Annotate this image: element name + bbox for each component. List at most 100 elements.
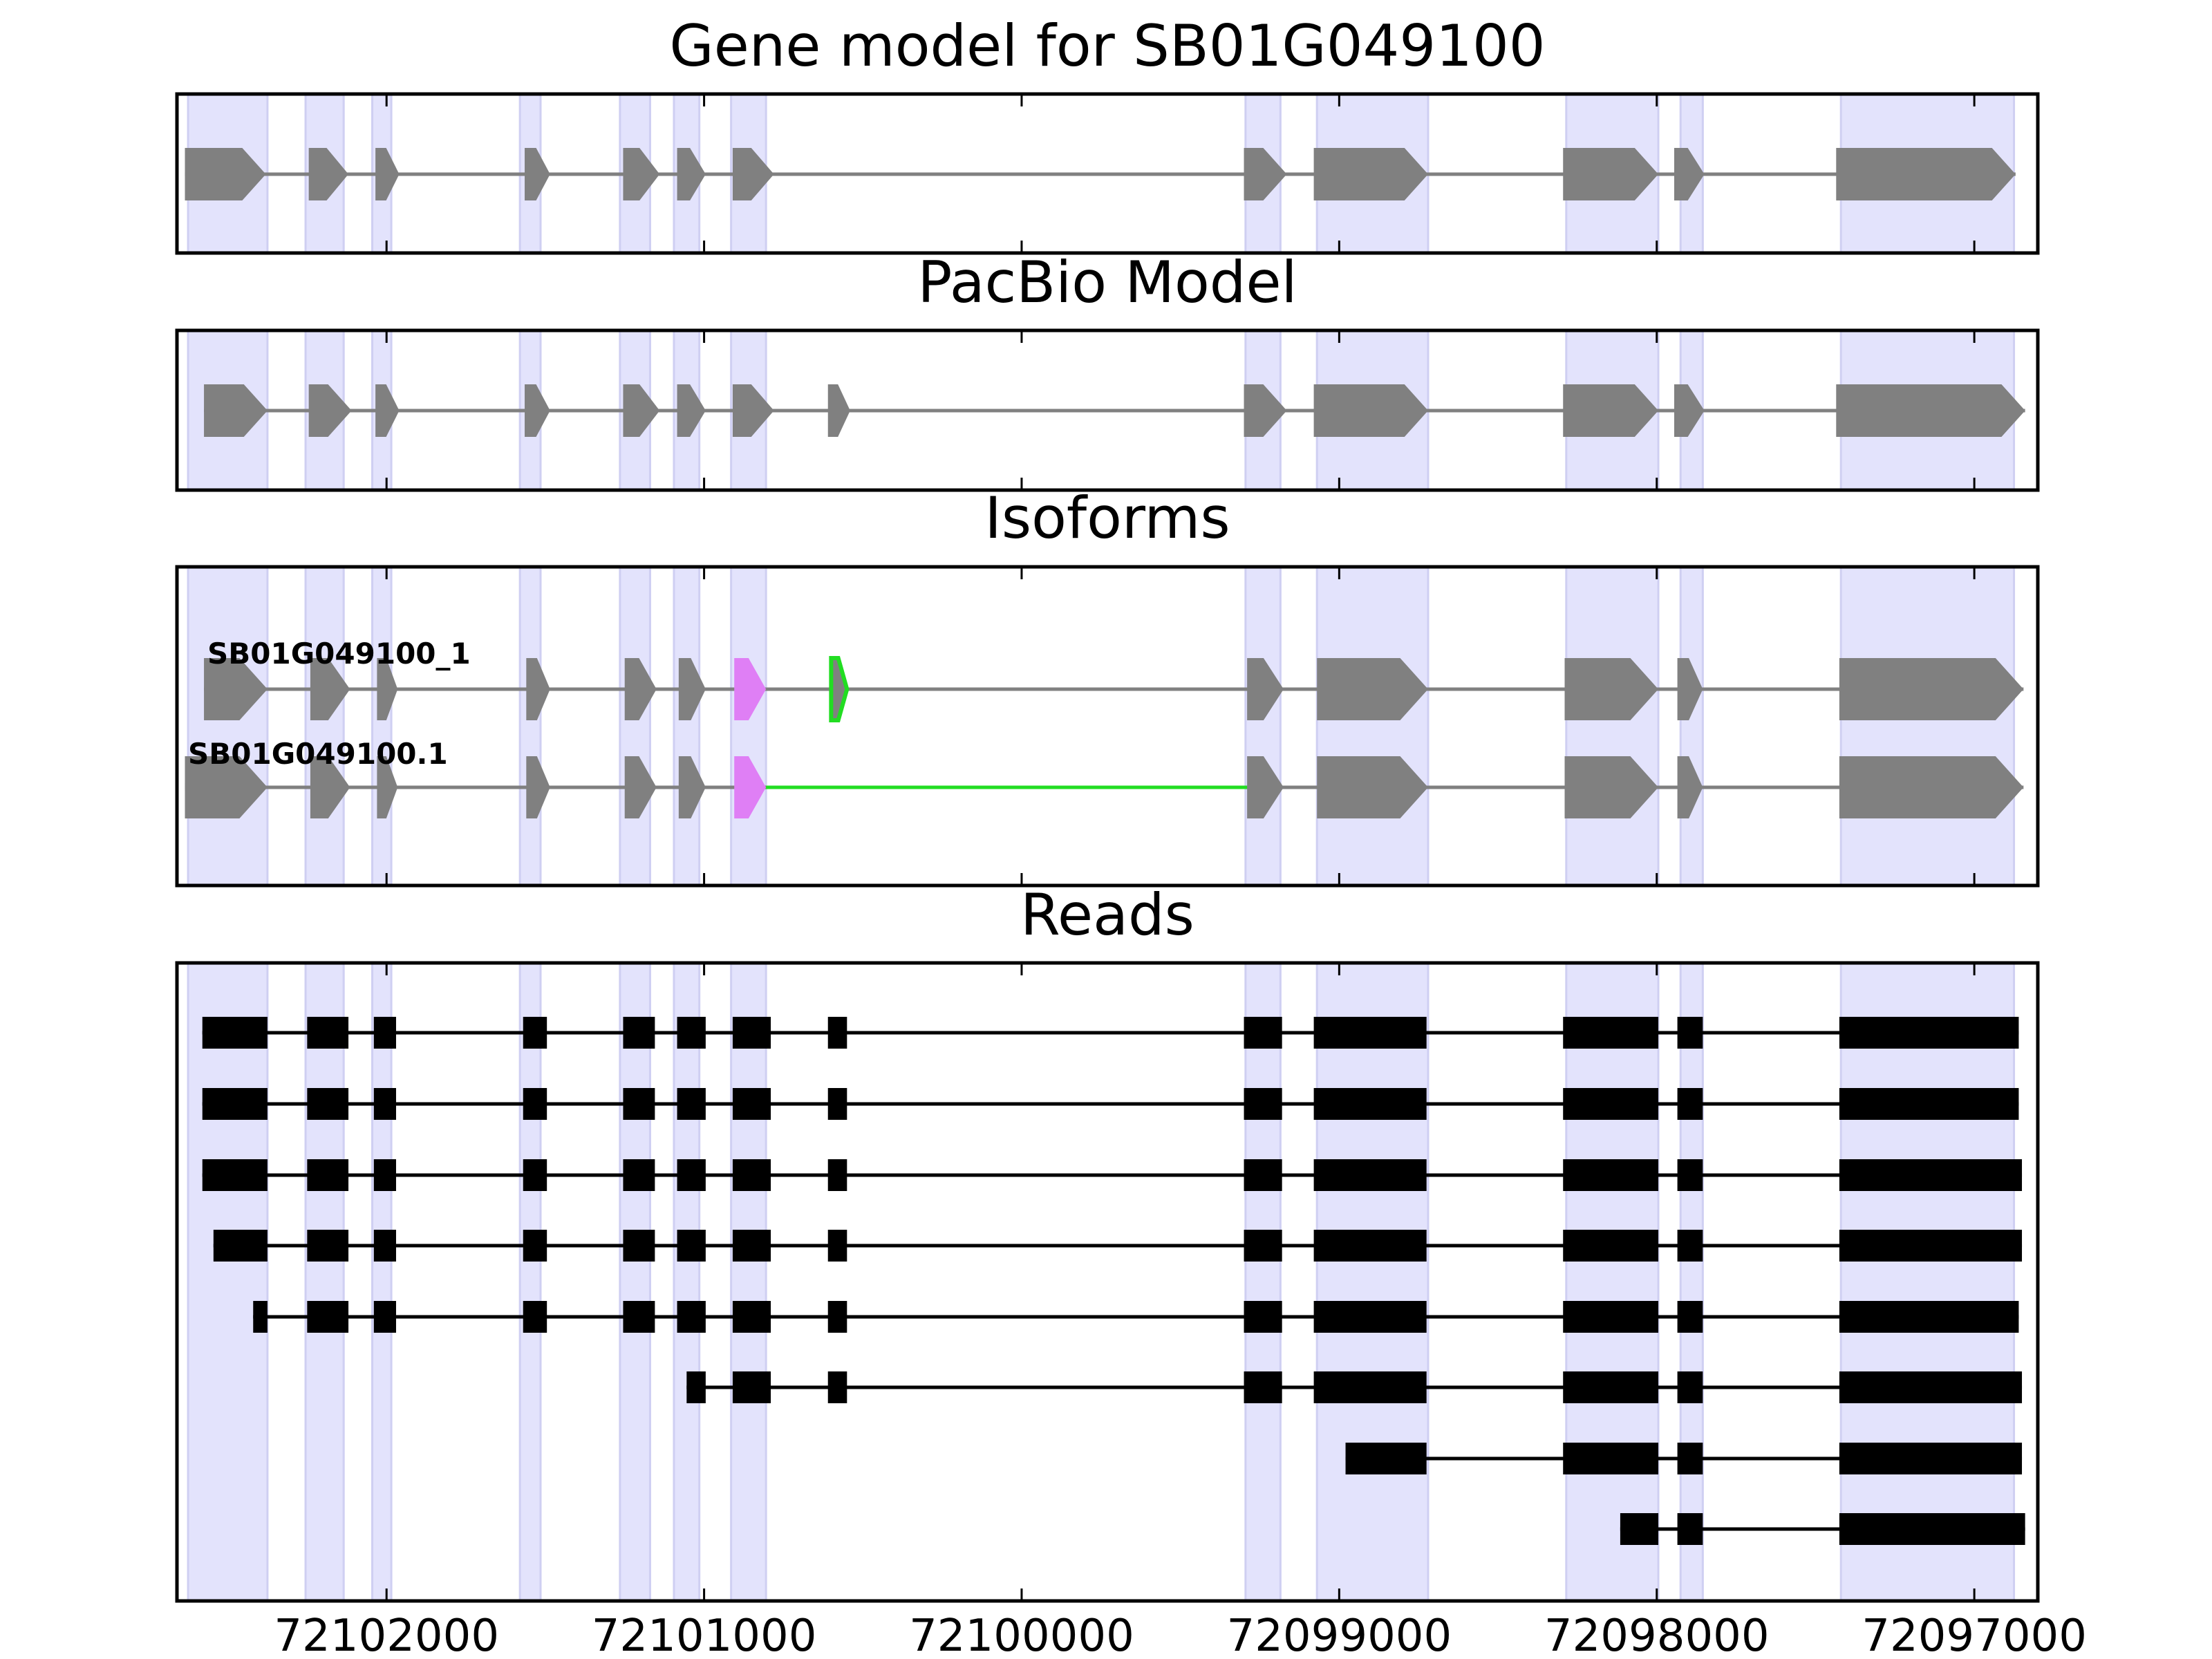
track-5 [253,1301,2019,1333]
read-exon [732,1017,771,1049]
x-tick-label: 72097000 [1862,1611,2087,1659]
track-1 [202,1017,2019,1049]
alt-exon [734,756,767,818]
exon [623,148,660,200]
highlight-band [1315,565,1430,887]
exon [308,148,349,200]
read-exon [1313,1230,1427,1262]
read-exon [307,1088,349,1120]
read-exon [1677,1301,1703,1333]
read-exon [677,1230,706,1262]
track-2: SB01G049100.1 [185,737,2024,818]
read-exon [1244,1017,1282,1049]
read-exon [523,1088,547,1120]
track-2 [202,1088,2019,1120]
highlight-band [1565,962,1660,1602]
exon [1563,148,1659,200]
exon [677,384,706,437]
highlight-band [518,565,542,887]
track-3 [202,1159,2023,1191]
panel-frame [175,961,2040,1603]
read-exon [1563,1088,1659,1120]
read-exon [1620,1513,1659,1545]
isoform-label: SB01G049100.1 [188,737,448,771]
read-exon [307,1159,349,1191]
read-exon [623,1088,655,1120]
exon [185,148,266,200]
read-exon [1313,1301,1427,1333]
exon [1247,658,1284,720]
exon [310,658,350,720]
read-exon [677,1301,706,1333]
exon [526,756,550,818]
read-exon [677,1159,706,1191]
read-exon [1563,1159,1659,1191]
panel-frame [175,328,2040,492]
read-exon [732,1301,771,1333]
read-exon [523,1017,547,1049]
exon [526,658,550,720]
read-exon [202,1088,268,1120]
read-exon [827,1230,847,1262]
track-1 [204,384,2025,437]
highlight-band [1565,565,1660,887]
read-exon [677,1017,706,1049]
exon [185,756,268,818]
exon [1677,756,1703,818]
read-exon [623,1301,655,1333]
read-exon [1677,1230,1703,1262]
highlight-band [1244,565,1282,887]
highlight-band [673,962,701,1602]
read-exon [373,1088,396,1120]
read-exon [1313,1159,1427,1191]
highlight-band [1679,565,1704,887]
exon [1677,658,1703,720]
exon [204,384,268,437]
exon [1674,384,1705,437]
highlight-band [1679,962,1704,1602]
panel-title: Reads [1020,881,1194,948]
exon [1839,756,2024,818]
x-tick-label: 72100000 [909,1611,1134,1659]
exon [1836,384,2025,437]
read-exon [1839,1301,2019,1333]
panel-4: Reads [175,881,2040,1603]
read-exon [732,1159,771,1191]
read-exon [1244,1230,1282,1262]
highlight-bands [187,962,2016,1602]
read-exon [1563,1371,1659,1403]
track-7 [1345,1443,2023,1474]
exon [308,384,352,437]
highlight-band [304,565,345,887]
panel-frame [175,92,2040,255]
x-tick-label: 72102000 [274,1611,499,1659]
highlight-band [673,565,701,887]
read-exon [523,1301,547,1333]
read-exon [307,1230,349,1262]
exon [1564,756,1659,818]
highlight-band [619,962,651,1602]
highlight-band [371,962,393,1602]
read-exon [623,1230,655,1262]
read-exon [1244,1088,1282,1120]
read-exon [202,1017,268,1049]
panel-1: Gene model for SB01G049100 [175,12,2040,255]
exon [377,658,398,720]
read-exon [827,1159,847,1191]
exon [1244,384,1287,437]
panel-2: PacBio Model [175,249,2040,492]
highlight-band [518,962,542,1602]
read-exon [1244,1301,1282,1333]
read-exon [732,1230,771,1262]
exon [1836,148,2016,200]
exon [377,756,398,818]
track-1: SB01G049100_1 [204,637,2024,722]
exon [623,384,660,437]
read-exon [1839,1513,2025,1545]
highlight-band [1839,962,2016,1602]
read-exon [827,1017,847,1049]
read-exon [1313,1088,1427,1120]
exon [677,148,706,200]
track-1 [185,148,2016,200]
exon [1244,148,1287,200]
